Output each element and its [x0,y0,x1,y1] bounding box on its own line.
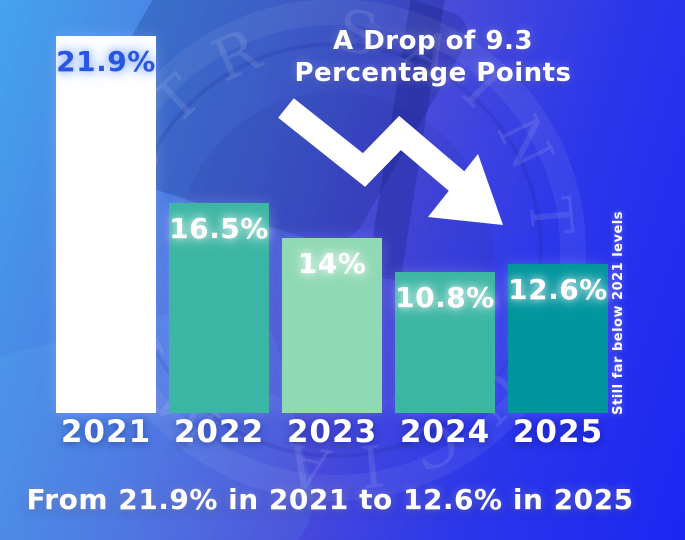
year-label-2021: 2021 [60,414,152,450]
year-label-2025: 2025 [512,414,604,450]
side-annotation: Still far below 2021 levels [611,211,626,415]
bar-value-label-2021: 21.9% [56,45,156,78]
year-label-2022: 2022 [173,414,265,450]
bar-2022: 16.5% [169,203,269,413]
bar-value-label-2025: 12.6% [508,273,608,306]
bar-value-label-2024: 10.8% [395,281,495,314]
bar-value-label-2023: 14% [297,247,367,280]
chart-title-line1: A Drop of 9.3 [333,26,533,56]
bar-value-label-2022: 16.5% [169,212,269,245]
footer-headline: From 21.9% in 2021 to 12.6% in 2025 [26,483,634,516]
year-label-2023: 2023 [286,414,378,450]
years-row: 2021 2022 2023 2024 2025 [56,414,608,450]
bars-row: 21.9% 16.5% 14% 10.8% 12.6% [56,36,608,413]
decline-arrow-icon [278,98,503,225]
chart-title-line2: Percentage Points [294,57,572,88]
bar-2024: 10.8% [395,272,495,413]
bar-2021: 21.9% [56,36,156,413]
bar-2023: 14% [282,238,382,413]
year-label-2024: 2024 [399,414,491,450]
chart-title: A Drop of 9.3 Percentage Points [288,26,578,89]
bar-2025: 12.6% [508,264,608,413]
